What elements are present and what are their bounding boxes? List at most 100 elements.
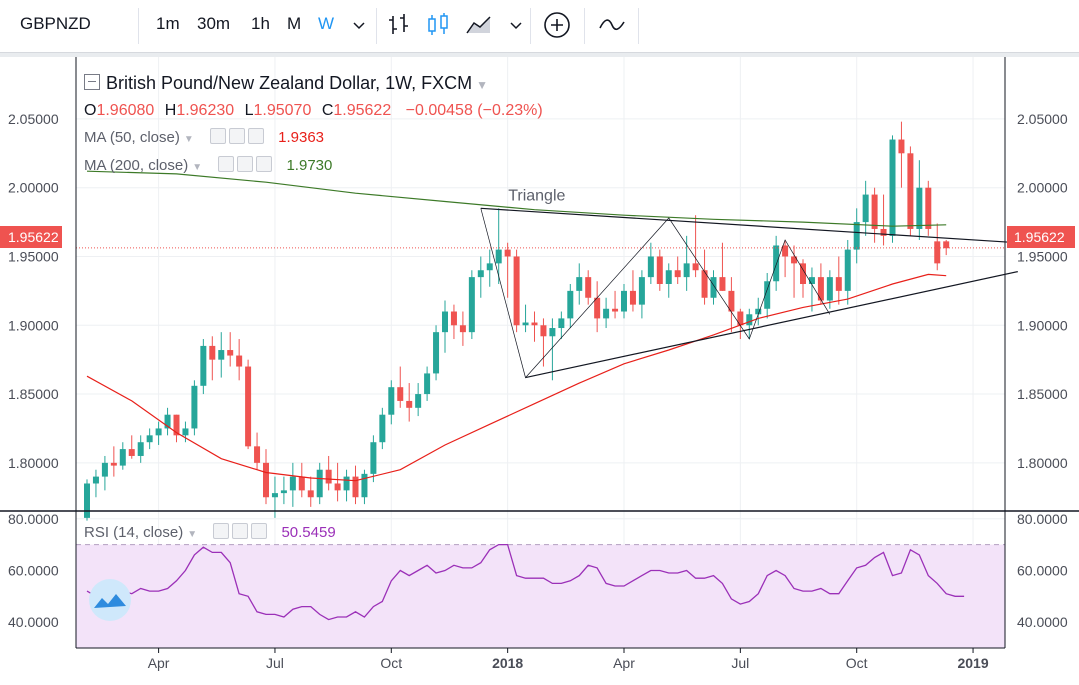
logo-badge	[89, 579, 131, 621]
close-icon[interactable]	[251, 523, 268, 539]
ma200-label: MA (200, close)	[84, 157, 189, 174]
candle-body	[227, 350, 234, 356]
timeframe-30m-button[interactable]: 30m	[197, 14, 231, 33]
candle-body	[119, 449, 126, 466]
toolbar-divider	[638, 8, 639, 44]
rsi-tick-right: 80.0000	[1017, 511, 1068, 527]
candle-body	[361, 473, 368, 498]
chevron-down-icon[interactable]: ▼	[192, 162, 203, 173]
timeframe-month-button[interactable]: M	[287, 14, 302, 33]
time-tick-label: Oct	[846, 655, 868, 671]
price-tick-left: 1.95000	[8, 248, 59, 264]
timeframe-1h-button[interactable]: 1h	[251, 14, 270, 33]
candle-body	[254, 446, 261, 463]
timeframe-1m-button[interactable]: 1m	[156, 14, 180, 33]
triangle-upper-line	[480, 207, 1018, 244]
candle-body	[692, 263, 699, 271]
close-icon[interactable]	[256, 156, 273, 172]
candle-body	[629, 290, 636, 305]
gear-icon[interactable]	[237, 156, 254, 172]
candle-body	[746, 314, 753, 326]
time-tick-label: Oct	[380, 655, 402, 671]
candle-body	[245, 366, 252, 447]
candle-body	[844, 249, 851, 291]
gear-icon[interactable]	[232, 523, 249, 539]
chevron-down-icon[interactable]	[501, 10, 531, 40]
candle-body	[209, 345, 216, 360]
close-icon[interactable]	[247, 128, 264, 144]
candle-body	[316, 469, 323, 498]
candle-body	[370, 442, 377, 474]
candle-body	[334, 483, 341, 491]
chevron-down-icon[interactable]: ▼	[187, 529, 198, 540]
candle-body	[576, 277, 583, 291]
candle-body	[889, 139, 896, 236]
candle-body	[146, 435, 153, 443]
ohlc-row: O1.96080 H1.96230 L1.95070 C1.95622 −0.0…	[84, 102, 543, 120]
candle-body	[173, 414, 180, 436]
price-tick-right: 2.00000	[1017, 180, 1068, 196]
rsi-tick-right: 60.0000	[1017, 562, 1068, 578]
ma50-line	[86, 273, 947, 482]
candle-body	[101, 462, 108, 477]
candle-body	[800, 263, 806, 284]
zigzag-pattern	[480, 208, 831, 379]
eye-icon[interactable]	[218, 156, 235, 172]
change-value: −0.00458 (−0.23%)	[405, 102, 543, 119]
candle-body	[782, 245, 789, 257]
area-chart-icon[interactable]	[464, 10, 494, 40]
candles-icon[interactable]	[424, 10, 454, 40]
time-tick-label: Jul	[266, 655, 284, 671]
chart-container[interactable]: Triangle 1.80000 1.80000 1.85000 1.85000 1.9…	[0, 57, 1079, 685]
logo-icon	[94, 594, 126, 608]
candle-body	[397, 387, 404, 401]
candle-body	[298, 476, 305, 491]
eye-icon[interactable]	[213, 523, 230, 539]
candle-body	[236, 355, 243, 367]
candle-body	[737, 311, 744, 326]
chevron-down-icon[interactable]: ▼	[476, 78, 489, 92]
symbol-label[interactable]: GBPNZD	[20, 14, 91, 33]
chevron-down-icon[interactable]	[344, 10, 374, 40]
candle-body	[513, 256, 520, 326]
chevron-down-icon[interactable]: ▼	[183, 134, 194, 145]
add-indicator-icon[interactable]	[542, 10, 572, 40]
candle-body	[808, 277, 815, 284]
candle-body	[307, 490, 314, 498]
bar-chart-icon[interactable]	[384, 10, 414, 40]
collapse-icon[interactable]	[84, 74, 100, 90]
chart-title-row[interactable]: British Pound/New Zealand Dollar, 1W, FX…	[84, 73, 488, 94]
triangle-label: Triangle	[508, 187, 565, 204]
candle-body	[531, 322, 538, 326]
candle-body	[218, 350, 225, 360]
candle-body	[656, 256, 663, 284]
timeframe-week-button[interactable]: W	[318, 14, 335, 33]
compare-icon[interactable]	[597, 10, 627, 40]
chart-canvas[interactable]: Triangle 1.80000 1.80000 1.85000 1.85000 1.9…	[0, 57, 1079, 685]
candle-body	[424, 373, 431, 395]
price-tick-left: 2.05000	[8, 111, 59, 127]
eye-icon[interactable]	[209, 128, 226, 144]
candle-body	[495, 249, 502, 264]
candle-body	[289, 476, 296, 491]
ma200-value: 1.9730	[286, 157, 333, 174]
price-tag-left: 1.95622	[0, 226, 62, 248]
candle-body	[388, 387, 395, 415]
ma200-legend[interactable]: MA (200, close) ▼ 1.9730	[84, 156, 332, 174]
rsi-tick-left: 80.0000	[8, 511, 59, 527]
candle-body	[585, 277, 592, 298]
price-tick-left: 1.90000	[8, 317, 59, 333]
low-label: L	[244, 102, 254, 119]
gear-icon[interactable]	[228, 128, 245, 144]
rsi-legend[interactable]: RSI (14, close) ▼ 50.5459	[84, 523, 336, 541]
candle-body	[701, 270, 708, 298]
candle-body	[280, 490, 287, 494]
candle-body	[263, 462, 269, 498]
candle-body	[710, 277, 717, 298]
time-tick-label: Apr	[613, 655, 635, 671]
candle-body	[352, 476, 359, 498]
candle-body	[674, 270, 681, 278]
ma50-legend[interactable]: MA (50, close) ▼ 1.9363	[84, 128, 324, 146]
price-tick-right: 1.80000	[1017, 455, 1068, 471]
high-label: H	[164, 102, 177, 119]
